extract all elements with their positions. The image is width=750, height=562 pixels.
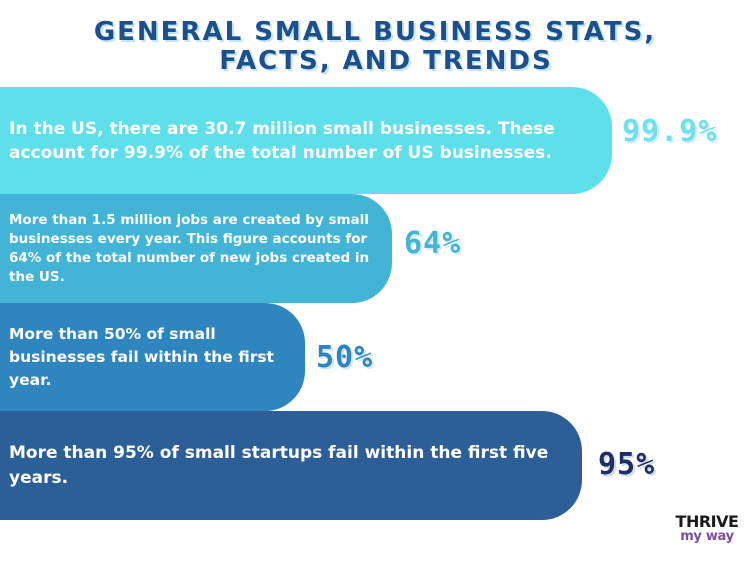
stat-value-4: 95% [598, 447, 656, 482]
logo-line-2: my way [680, 529, 734, 544]
stat-text-4: More than 95% of small startups fail wit… [9, 442, 549, 488]
stat-value-2: 64% [404, 226, 462, 261]
stat-text-2: More than 1.5 million jobs are created b… [9, 211, 370, 285]
stat-text-1: In the US, there are 30.7 million small … [9, 118, 555, 163]
stat-bar-2: More than 1.5 million jobs are created b… [0, 194, 392, 303]
stat-bar-4: More than 95% of small startups fail wit… [0, 411, 582, 520]
brand-logo: THRIVE my way [672, 513, 742, 544]
stat-value-3: 50% [316, 340, 374, 375]
stat-text-3: More than 50% of small businesses fail w… [9, 324, 274, 389]
title-line-1: GENERAL SMALL BUSINESS STATS, [93, 17, 657, 47]
title-line-2: FACTS, AND TRENDS [219, 46, 553, 76]
page-title: GENERAL SMALL BUSINESS STATS, FACTS, AND… [0, 18, 750, 76]
stat-value-1: 99.9% [622, 114, 718, 149]
logo-line-1: THRIVE [675, 512, 739, 531]
stat-bar-1: In the US, there are 30.7 million small … [0, 87, 612, 194]
stat-bar-3: More than 50% of small businesses fail w… [0, 303, 305, 411]
